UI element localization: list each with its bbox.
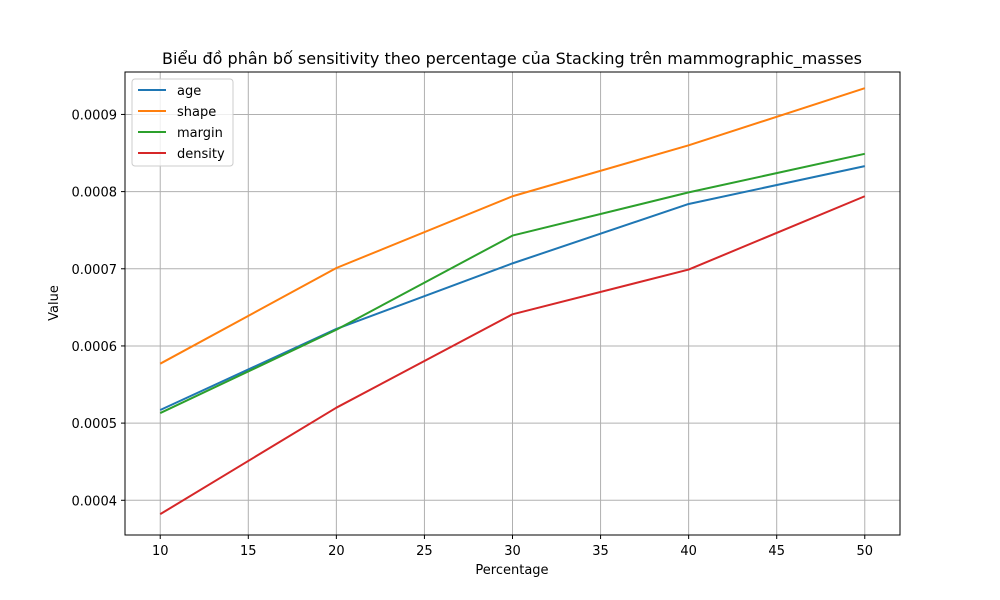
x-tick-label: 15 xyxy=(240,544,257,559)
x-tick-label: 45 xyxy=(768,544,785,559)
x-tick-label: 10 xyxy=(152,544,169,559)
y-axis-ticks: 0.0004 0.0005 0.0006 0.0007 0.0008 0.0009 xyxy=(72,108,125,509)
y-tick-label: 0.0007 xyxy=(72,263,118,278)
x-axis-label: Percentage xyxy=(475,563,548,578)
chart-title: Biểu đồ phân bố sensitivity theo percent… xyxy=(162,49,862,69)
series-lines xyxy=(159,87,866,516)
grid xyxy=(125,72,900,535)
y-tick-label: 0.0006 xyxy=(72,340,118,355)
y-tick-label: 0.0005 xyxy=(72,417,118,432)
series-line-margin xyxy=(159,152,865,414)
y-tick-label: 0.0004 xyxy=(72,494,118,509)
legend: age shape margin density xyxy=(131,78,234,167)
series-line-density xyxy=(159,195,866,516)
x-tick-label: 30 xyxy=(504,544,521,559)
series-line-shape xyxy=(159,87,866,365)
series-line-age xyxy=(159,165,865,411)
x-tick-label: 50 xyxy=(856,544,873,559)
legend-box xyxy=(131,78,234,167)
y-tick-label: 0.0008 xyxy=(72,186,118,201)
x-tick-label: 20 xyxy=(328,544,345,559)
x-axis-ticks: 10 15 20 25 30 35 40 45 50 xyxy=(152,535,873,559)
x-tick-label: 25 xyxy=(416,544,433,559)
legend-label-margin: margin xyxy=(177,126,223,141)
y-axis-label: Value xyxy=(47,285,62,321)
legend-label-shape: shape xyxy=(177,105,216,120)
legend-label-density: density xyxy=(177,147,225,162)
legend-label-age: age xyxy=(177,84,201,99)
x-tick-label: 40 xyxy=(680,544,697,559)
y-tick-label: 0.0009 xyxy=(72,108,118,123)
x-tick-label: 35 xyxy=(592,544,609,559)
